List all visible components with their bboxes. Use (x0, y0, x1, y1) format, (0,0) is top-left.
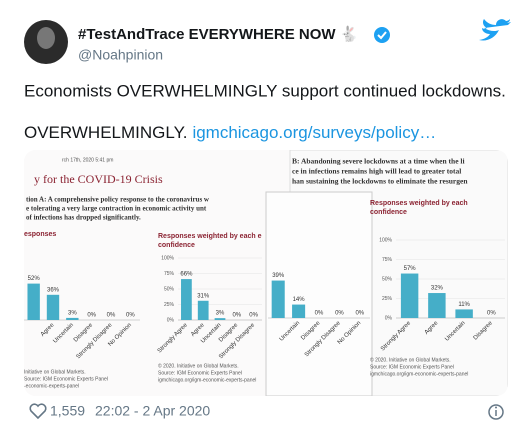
value-label: 0% (315, 311, 324, 317)
bar (455, 309, 473, 318)
handle[interactable]: @Noahpinion (78, 47, 163, 63)
y-tick-label: 100% (161, 255, 174, 261)
value-label: 11% (458, 302, 470, 308)
value-label: 39% (272, 273, 285, 279)
y-tick-label: 75% (382, 257, 393, 263)
chart-footer: Initiative on Global Markets. (24, 369, 86, 375)
bar (428, 293, 446, 318)
chart-footer: igmchicago.org/igm-economic-experts-pane… (158, 377, 256, 383)
chart-title: confidence (370, 209, 407, 216)
chart-title: Responses weighted by each e (158, 233, 262, 240)
value-label: 0% (335, 311, 344, 317)
panel-question: B: Abandoning severe lockdowns at a time… (292, 157, 465, 166)
chart-footer: -economic-experts-panel (24, 383, 79, 389)
y-tick-label: 75% (164, 271, 175, 277)
like-icon[interactable] (29, 403, 47, 420)
chart-footer: Source: IGM Economic Experts Panel (370, 364, 454, 370)
link[interactable]: igmchicago.org/surveys/policy… (192, 123, 436, 142)
panel-heading: y for the COVID-19 Crisis (34, 172, 163, 186)
chart-footer: © 2020. Initiative on Global Markets. (370, 356, 451, 363)
bar (292, 304, 306, 318)
bar (66, 317, 79, 320)
bar (214, 318, 226, 320)
y-tick-label: 25% (382, 296, 393, 302)
like-count: 1,559 (50, 403, 85, 419)
info-icon[interactable] (488, 404, 504, 420)
tweet-text-line: OVERWHELMINGLY. igmchicago.org/surveys/po… (24, 123, 436, 142)
value-label: 0% (126, 313, 135, 319)
chart-footer: © 2020. Initiative on Global Markets. (158, 362, 239, 369)
tweet-text: Economists OVERWHELMINGLY support contin… (24, 81, 506, 100)
value-label: 0% (487, 311, 496, 317)
chart-title: confidence (158, 242, 195, 249)
y-tick-label: 50% (164, 286, 175, 292)
chart-title: Responses weighted by each (370, 200, 468, 207)
tweet-text: OVERWHELMINGLY. (24, 123, 187, 142)
panel-date: rch 17th, 2020 5:41 pm (62, 157, 113, 163)
y-tick-label: 0% (385, 315, 393, 321)
value-label: 36% (47, 287, 60, 293)
y-tick-label: 0% (167, 317, 175, 323)
panel-question: ce in infections remains high will lead … (292, 167, 461, 176)
chart-title: esponses (24, 231, 56, 238)
panel-question: tion A: A comprehensive policy response … (26, 196, 210, 204)
y-tick-label: 50% (382, 276, 393, 282)
panel-question: e tolerating a very large contraction in… (26, 205, 207, 213)
bar (400, 273, 419, 318)
value-label: 52% (28, 276, 41, 282)
y-tick-label: 25% (164, 302, 175, 308)
panel-question: of infections has dropped significantly. (26, 214, 141, 222)
twitter-logo[interactable] (479, 19, 511, 41)
verified-badge (374, 27, 390, 43)
value-label: 0% (87, 313, 96, 319)
value-label: 0% (107, 313, 116, 319)
chart-footer: igmchicago.org/igm-economic-experts-pane… (370, 371, 468, 377)
chart-footer: Source: IGM Economic Experts Panel (158, 370, 242, 376)
bar (271, 280, 285, 318)
timestamp[interactable]: 22:02 - 2 Apr 2020 (95, 403, 210, 419)
value-label: 0% (249, 313, 258, 319)
value-label: 14% (293, 297, 306, 303)
avatar-face (37, 27, 55, 49)
value-label: 3% (68, 310, 77, 316)
bar (197, 300, 209, 320)
value-label: 57% (404, 266, 417, 272)
bar (46, 294, 60, 320)
attached-image[interactable]: rch 17th, 2020 5:41 pm y for the COVID-1… (24, 150, 508, 396)
chart-footer: Source: IGM Economic Experts Panel (24, 376, 108, 382)
y-tick-label: 100% (379, 237, 392, 243)
value-label: 31% (197, 293, 210, 299)
display-name[interactable]: #TestAndTrace EVERYWHERE NOW 🐇 (78, 25, 358, 43)
value-label: 3% (216, 311, 225, 317)
value-label: 0% (355, 311, 364, 317)
bar (27, 283, 40, 320)
value-label: 66% (180, 272, 193, 278)
left-panel (24, 150, 292, 396)
panel-question: han sustaining the lockdowns to eliminat… (292, 177, 468, 186)
value-label: 0% (232, 313, 241, 319)
bar (181, 279, 192, 320)
value-label: 32% (431, 286, 444, 292)
